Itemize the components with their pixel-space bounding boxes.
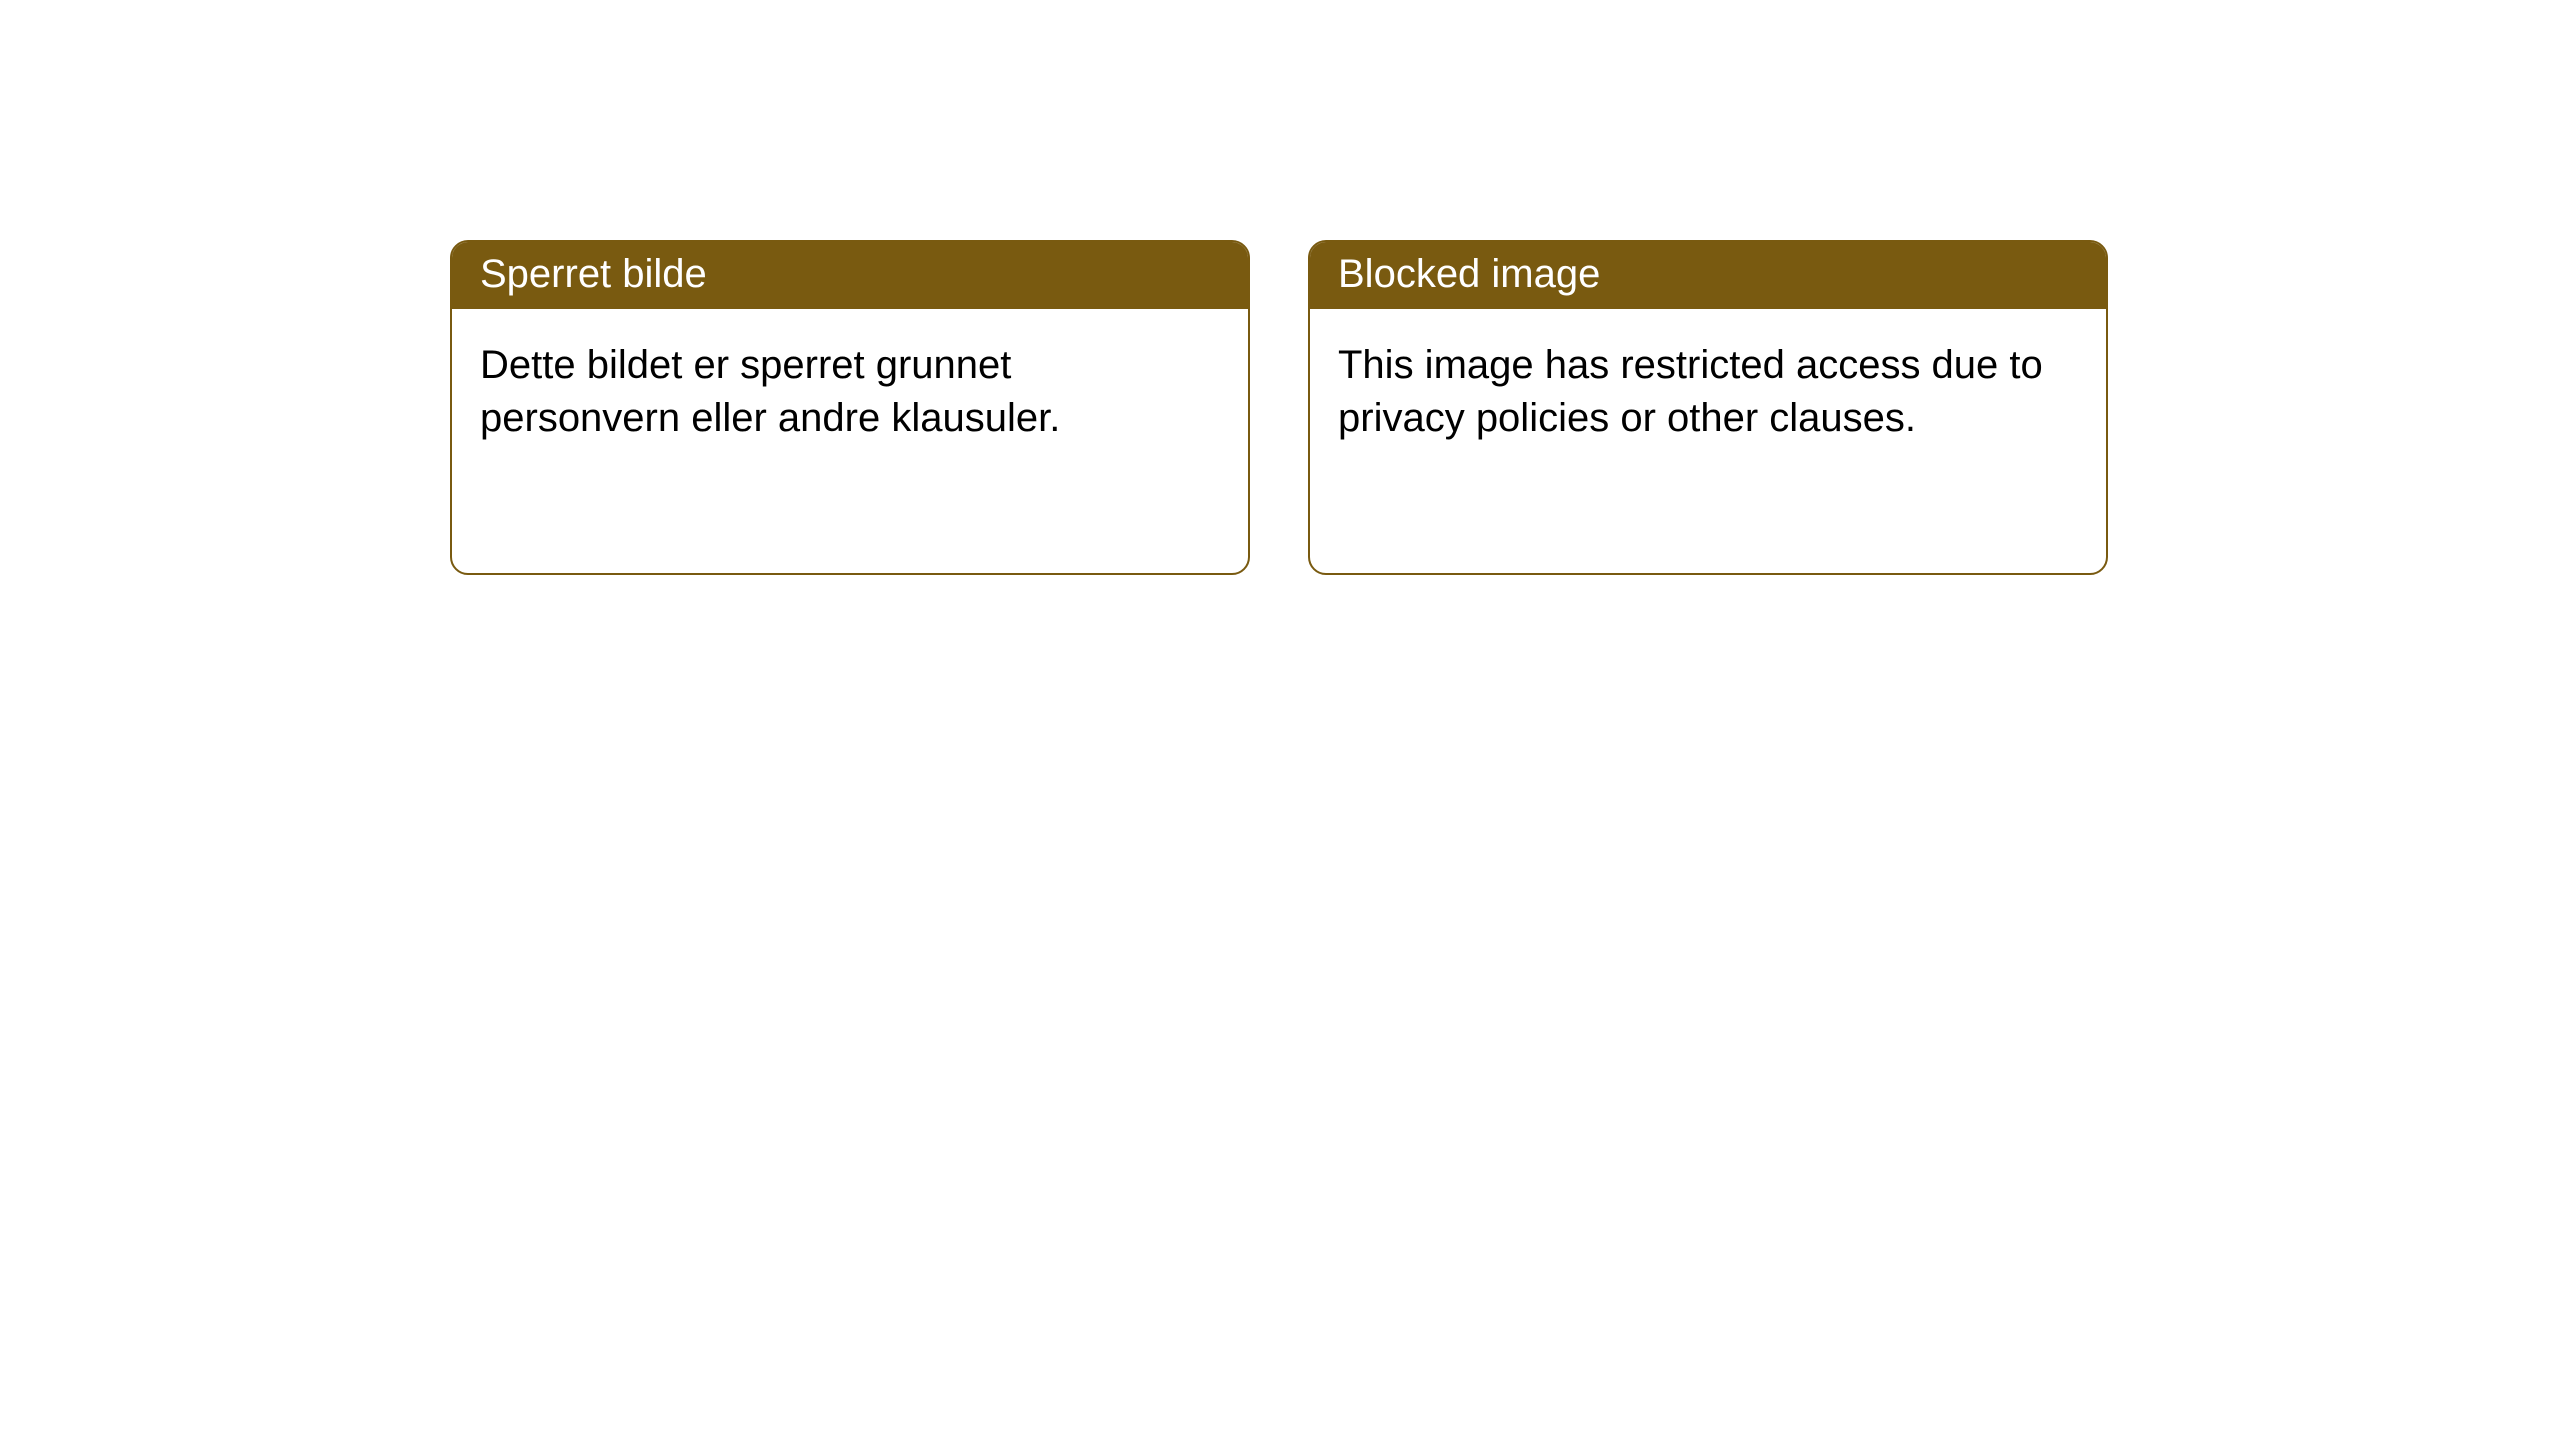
notice-card-english: Blocked image This image has restricted … <box>1308 240 2108 575</box>
notice-card-title: Blocked image <box>1310 242 2106 309</box>
notice-card-title: Sperret bilde <box>452 242 1248 309</box>
notice-cards-row: Sperret bilde Dette bildet er sperret gr… <box>0 0 2560 575</box>
notice-card-body: This image has restricted access due to … <box>1310 309 2106 475</box>
notice-card-norwegian: Sperret bilde Dette bildet er sperret gr… <box>450 240 1250 575</box>
notice-card-body: Dette bildet er sperret grunnet personve… <box>452 309 1248 475</box>
